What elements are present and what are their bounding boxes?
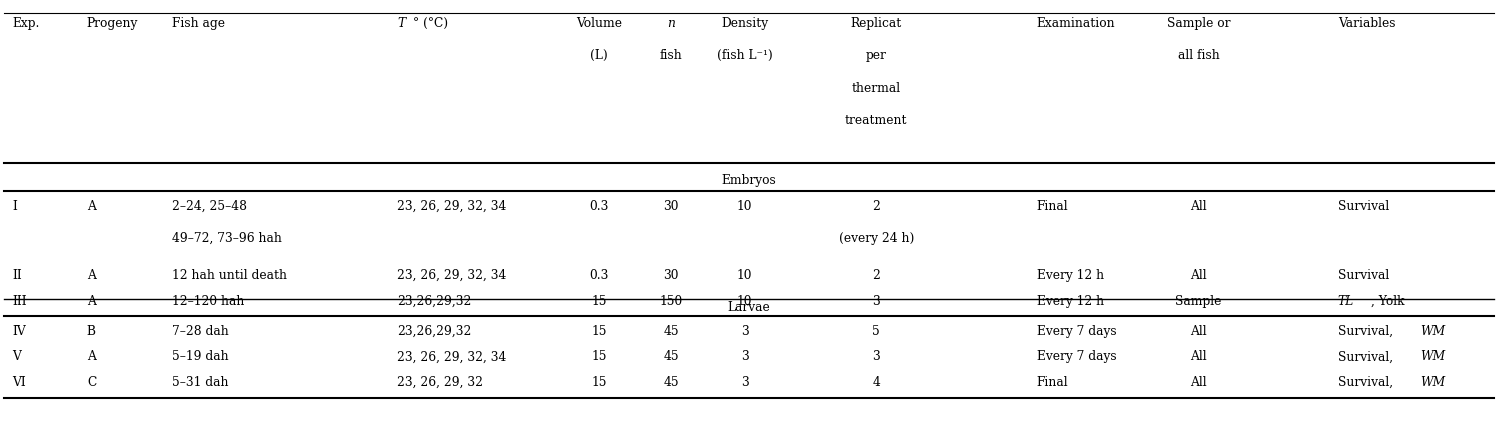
- Text: 30: 30: [664, 269, 679, 282]
- Text: 0.3: 0.3: [590, 269, 608, 282]
- Text: Fish age: Fish age: [172, 17, 225, 30]
- Text: (every 24 h): (every 24 h): [839, 232, 914, 245]
- Text: I: I: [12, 200, 16, 213]
- Text: 23,26,29,32: 23,26,29,32: [397, 295, 472, 307]
- Text: 23, 26, 29, 32: 23, 26, 29, 32: [397, 376, 482, 389]
- Text: Progeny: Progeny: [87, 17, 138, 30]
- Text: per: per: [866, 49, 887, 62]
- Text: all fish: all fish: [1177, 49, 1219, 62]
- Text: 15: 15: [592, 295, 607, 307]
- Text: A: A: [87, 269, 96, 282]
- Text: Density: Density: [721, 17, 768, 30]
- Text: 45: 45: [664, 325, 679, 338]
- Text: 5: 5: [872, 325, 881, 338]
- Text: A: A: [87, 295, 96, 307]
- Text: n: n: [667, 17, 676, 30]
- Text: 12–120 hah: 12–120 hah: [172, 295, 244, 307]
- Text: ° (°C): ° (°C): [413, 17, 448, 30]
- Text: 12 hah until death: 12 hah until death: [172, 269, 288, 282]
- Text: 3: 3: [740, 376, 749, 389]
- Text: Sample or: Sample or: [1167, 17, 1230, 30]
- Text: 5–31 dah: 5–31 dah: [172, 376, 229, 389]
- Text: 3: 3: [740, 350, 749, 363]
- Text: 15: 15: [592, 350, 607, 363]
- Text: 10: 10: [737, 200, 752, 213]
- Text: A: A: [87, 350, 96, 363]
- Text: 49–72, 73–96 hah: 49–72, 73–96 hah: [172, 232, 282, 245]
- Text: 15: 15: [592, 325, 607, 338]
- Text: (fish L⁻¹): (fish L⁻¹): [716, 49, 773, 62]
- Text: 5–19 dah: 5–19 dah: [172, 350, 229, 363]
- Text: All: All: [1189, 350, 1207, 363]
- Text: 23, 26, 29, 32, 34: 23, 26, 29, 32, 34: [397, 269, 506, 282]
- Text: Final: Final: [1037, 200, 1068, 213]
- Text: Variables: Variables: [1338, 17, 1395, 30]
- Text: 2: 2: [872, 200, 881, 213]
- Text: III: III: [12, 295, 27, 307]
- Text: Sample: Sample: [1176, 295, 1221, 307]
- Text: C: C: [87, 376, 96, 389]
- Text: IV: IV: [12, 325, 25, 338]
- Text: Survival,: Survival,: [1338, 325, 1396, 338]
- Text: 10: 10: [737, 269, 752, 282]
- Text: 150: 150: [659, 295, 683, 307]
- Text: V: V: [12, 350, 21, 363]
- Text: Survival: Survival: [1338, 269, 1389, 282]
- Text: All: All: [1189, 325, 1207, 338]
- Text: All: All: [1189, 376, 1207, 389]
- Text: 7–28 dah: 7–28 dah: [172, 325, 229, 338]
- Text: 2–24, 25–48: 2–24, 25–48: [172, 200, 247, 213]
- Text: Every 12 h: Every 12 h: [1037, 295, 1104, 307]
- Text: Examination: Examination: [1037, 17, 1115, 30]
- Text: fish: fish: [659, 49, 683, 62]
- Text: 4: 4: [872, 376, 881, 389]
- Text: WM: WM: [1420, 325, 1446, 338]
- Text: 3: 3: [872, 295, 881, 307]
- Text: VI: VI: [12, 376, 25, 389]
- Text: thermal: thermal: [852, 82, 900, 95]
- Text: Survival,: Survival,: [1338, 376, 1396, 389]
- Text: 10: 10: [737, 295, 752, 307]
- Text: Survival: Survival: [1338, 200, 1389, 213]
- Text: 2: 2: [872, 269, 881, 282]
- Text: TL: TL: [1338, 295, 1354, 307]
- Text: All: All: [1189, 269, 1207, 282]
- Text: 23, 26, 29, 32, 34: 23, 26, 29, 32, 34: [397, 200, 506, 213]
- Text: Final: Final: [1037, 376, 1068, 389]
- Text: All: All: [1189, 200, 1207, 213]
- Text: 23, 26, 29, 32, 34: 23, 26, 29, 32, 34: [397, 350, 506, 363]
- Text: Volume: Volume: [577, 17, 622, 30]
- Text: (L): (L): [590, 49, 608, 62]
- Text: B: B: [87, 325, 96, 338]
- Text: WM: WM: [1420, 376, 1446, 389]
- Text: 45: 45: [664, 376, 679, 389]
- Text: Exp.: Exp.: [12, 17, 39, 30]
- Text: T: T: [397, 17, 404, 30]
- Text: , Yolk: , Yolk: [1371, 295, 1404, 307]
- Text: A: A: [87, 200, 96, 213]
- Text: Every 12 h: Every 12 h: [1037, 269, 1104, 282]
- Text: treatment: treatment: [845, 114, 908, 127]
- Text: Replicat: Replicat: [851, 17, 902, 30]
- Text: 3: 3: [740, 325, 749, 338]
- Text: Larvae: Larvae: [728, 301, 770, 314]
- Text: Survival,: Survival,: [1338, 350, 1396, 363]
- Text: 45: 45: [664, 350, 679, 363]
- Text: Every 7 days: Every 7 days: [1037, 325, 1116, 338]
- Text: WM: WM: [1420, 350, 1446, 363]
- Text: 23,26,29,32: 23,26,29,32: [397, 325, 472, 338]
- Text: 0.3: 0.3: [590, 200, 608, 213]
- Text: Every 7 days: Every 7 days: [1037, 350, 1116, 363]
- Text: II: II: [12, 269, 22, 282]
- Text: 3: 3: [872, 350, 881, 363]
- Text: 30: 30: [664, 200, 679, 213]
- Text: 15: 15: [592, 376, 607, 389]
- Text: Embryos: Embryos: [722, 174, 776, 187]
